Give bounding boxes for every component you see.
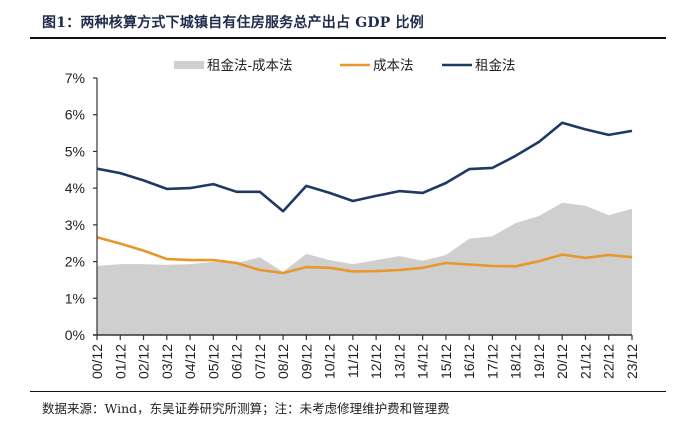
y-tick-label: 2% — [65, 254, 85, 270]
legend-item: 租金法-成本法 — [174, 58, 293, 74]
legend-item: 成本法 — [340, 58, 414, 74]
title-rule — [30, 37, 666, 39]
legend-swatch — [174, 61, 204, 69]
x-tick-label: 08/12 — [275, 344, 291, 379]
x-tick-label: 03/12 — [159, 344, 175, 379]
x-tick-label: 11/12 — [345, 344, 361, 378]
x-tick-label: 21/12 — [578, 344, 594, 379]
x-tick-label: 00/12 — [89, 344, 105, 379]
area-layer — [97, 202, 632, 335]
x-tick-label: 19/12 — [531, 344, 547, 379]
area-series-diff — [97, 202, 632, 335]
x-tick-label: 18/12 — [508, 344, 524, 379]
x-tick-label: 10/12 — [322, 344, 338, 379]
y-tick-label: 7% — [65, 70, 85, 86]
x-tick-label: 20/12 — [554, 344, 570, 379]
y-tick-label: 3% — [65, 217, 85, 233]
y-tick-label: 5% — [65, 143, 85, 159]
x-tick-label: 15/12 — [438, 344, 454, 379]
legend-label: 租金法 — [475, 58, 516, 74]
line-series-rent — [96, 121, 633, 213]
x-tick-label: 12/12 — [368, 344, 384, 379]
x-tick-label: 17/12 — [484, 344, 500, 379]
line-layer — [96, 121, 633, 275]
y-tick-label: 6% — [65, 107, 85, 123]
legend-label: 租金法-成本法 — [207, 58, 293, 74]
x-tick-label: 09/12 — [298, 344, 314, 379]
axes: 0% 1% 2% 3% 4% 5% 6% 7% 00/12 01/12 02/12 03/12 04/1… — [65, 70, 640, 379]
x-tick-label: 02/12 — [136, 344, 152, 379]
source-note: 数据来源：Wind，东吴证券研究所测算；注：未考虑修理维护费和管理费 — [42, 401, 450, 416]
chart-title: 图1：两种核算方式下城镇自有住房服务总产出占 GDP 比例 — [42, 15, 424, 31]
x-tick-label: 01/12 — [112, 344, 128, 379]
y-tick-label: 0% — [65, 327, 85, 343]
line-series-cost — [96, 236, 633, 275]
legend-item: 租金法 — [442, 58, 516, 74]
legend-label: 成本法 — [373, 58, 414, 74]
x-tick-label: 13/12 — [391, 344, 407, 379]
x-tick-label: 06/12 — [229, 344, 245, 379]
y-tick-label: 1% — [65, 290, 85, 306]
x-tick-label: 14/12 — [415, 344, 431, 379]
footer-rule — [30, 391, 666, 392]
x-tick-label: 23/12 — [624, 344, 640, 379]
legend: 租金法-成本法 成本法 租金法 — [174, 58, 516, 74]
x-tick-label: 16/12 — [461, 344, 477, 379]
x-tick-label: 22/12 — [601, 344, 617, 379]
x-tick-label: 07/12 — [252, 344, 268, 379]
x-tick-label: 05/12 — [205, 344, 221, 379]
x-tick-label: 04/12 — [182, 344, 198, 379]
y-tick-label: 4% — [65, 180, 85, 196]
